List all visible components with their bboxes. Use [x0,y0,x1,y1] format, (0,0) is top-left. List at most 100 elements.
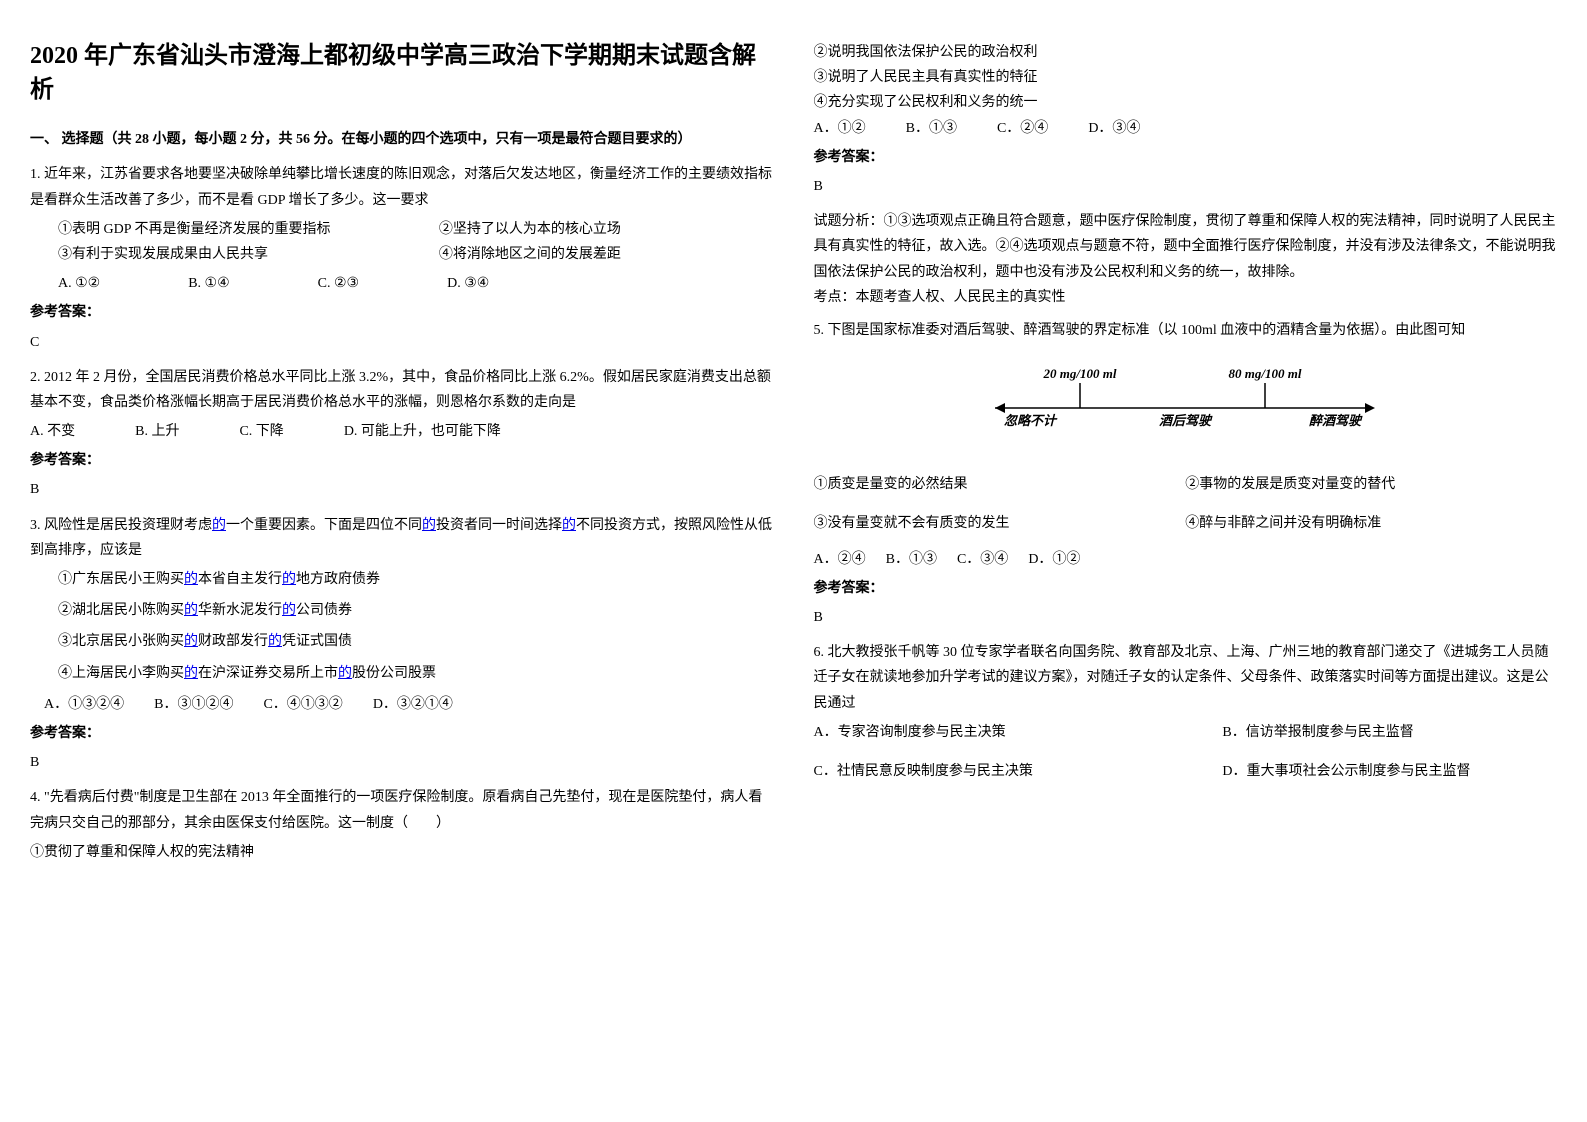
q2-choice-d: D. 可能上升，也可能下降 [344,419,501,444]
question-1-choices: A. ①② B. ①④ C. ②③ D. ③④ [30,271,774,296]
q3-s3-b: 财政部发行 [198,634,268,649]
q3-text-p1: 3. 风险性是居民投资理财考虑 [30,518,212,533]
q3-choice-c: C．④①③② [263,692,342,717]
q2-choice-c: C. 下降 [239,419,283,444]
q2-answer-label: 参考答案： [30,448,774,473]
q4-answer: B [814,174,1558,199]
q4-stmt-3: ③说明了人民民主具有真实性的特征 [814,65,1558,90]
q3-s2-b: 华新水泥发行 [198,603,282,618]
q4-stmt-4: ④充分实现了公民权利和义务的统一 [814,90,1558,115]
q3-link-2: 的 [422,518,436,533]
q3-link-1: 的 [212,518,226,533]
question-5-text: 5. 下图是国家标准委对酒后驾驶、醉酒驾驶的界定标准（以 100ml 血液中的酒… [814,318,1558,343]
q5-stmt-1: ①质变是量变的必然结果 [814,472,1186,497]
q1-answer-label: 参考答案： [30,300,774,325]
q3-s1-l2: 的 [282,572,296,587]
question-1-statements: ①表明 GDP 不再是衡量经济发展的重要指标 ②坚持了以人为本的核心立场 ③有利… [30,217,774,267]
q4-stmt-1: ①贯彻了尊重和保障人权的宪法精神 [30,840,774,865]
diagram-seg-2: 酒后驾驶 [1159,413,1213,428]
q6-choice-a: A．专家咨询制度参与民主决策 [814,720,1223,745]
question-6-choices: A．专家咨询制度参与民主决策 B．信访举报制度参与民主监督 C．社情民意反映制度… [814,720,1558,784]
q3-answer-label: 参考答案： [30,721,774,746]
q2-answer: B [30,477,774,502]
q6-choice-c: C．社情民意反映制度参与民主决策 [814,759,1223,784]
question-6-text: 6. 北大教授张千帆等 30 位专家学者联名向国务院、教育部及北京、上海、广州三… [814,640,1558,716]
question-3-choices: A．①③②④ B．③①②④ C．④①③② D．③②①④ [44,692,774,717]
q1-stmt-2: ②坚持了以人为本的核心立场 [439,217,774,242]
question-1-text: 1. 近年来，江苏省要求各地要坚决破除单纯攀比增长速度的陈旧观念，对落后欠发达地… [30,162,774,212]
right-column: ②说明我国依法保护公民的政治权利 ③说明了人民民主具有真实性的特征 ④充分实现了… [814,40,1558,873]
q2-choice-a: A. 不变 [30,419,75,444]
q2-choice-b: B. 上升 [135,419,179,444]
q3-choice-b: B．③①②④ [154,692,233,717]
q3-text-p3: 投资者同一时间选择 [436,518,562,533]
question-3-text: 3. 风险性是居民投资理财考虑的一个重要因素。下面是四位不同的投资者同一时间选择… [30,513,774,563]
document-title: 2020 年广东省汕头市澄海上都初级中学高三政治下学期期末试题含解析 [30,40,774,107]
diagram-seg-3: 醉酒驾驶 [1309,413,1363,428]
q5-choice-a: A．②④ [814,547,866,572]
question-5-choices: A．②④ B．①③ C．③④ D．①② [814,547,1558,572]
q3-s1-c: 地方政府债券 [296,572,380,587]
q3-s1-l1: 的 [184,572,198,587]
q3-s4-l1: 的 [184,666,198,681]
q4-stmt-2: ②说明我国依法保护公民的政治权利 [814,40,1558,65]
q3-s4-b: 在沪深证券交易所上市 [198,666,338,681]
question-1: 1. 近年来，江苏省要求各地要坚决破除单纯攀比增长速度的陈旧观念，对落后欠发达地… [30,162,774,354]
q4-answer-label: 参考答案： [814,145,1558,170]
q3-s2-l2: 的 [282,603,296,618]
q4-choice-d: D．③④ [1088,116,1140,141]
q3-choice-a: A．①③②④ [44,692,124,717]
q3-s2-l1: 的 [184,603,198,618]
question-2-choices: A. 不变 B. 上升 C. 下降 D. 可能上升，也可能下降 [30,419,774,444]
question-4-part1: 4. "先看病后付费"制度是卫生部在 2013 年全面推行的一项医疗保险制度。原… [30,785,774,865]
q3-s4-a: ④上海居民小李购买 [58,666,184,681]
q3-stmt-2: ②湖北居民小陈购买的华新水泥发行的公司债券 [58,598,774,623]
arrow-left-icon [995,403,1005,413]
q3-s3-a: ③北京居民小张购买 [58,634,184,649]
question-4-text: 4. "先看病后付费"制度是卫生部在 2013 年全面推行的一项医疗保险制度。原… [30,785,774,835]
question-4-choices: A．①② B．①③ C．②④ D．③④ [814,116,1558,141]
q5-diagram: 20 mg/100 ml 80 mg/100 ml 忽略不计 酒后驾驶 醉酒驾驶 [985,363,1385,452]
q4-choice-a: A．①② [814,116,866,141]
q1-choice-a: A. ①② [30,271,100,296]
diagram-seg-1: 忽略不计 [1004,413,1058,428]
question-5: 5. 下图是国家标准委对酒后驾驶、醉酒驾驶的界定标准（以 100ml 血液中的酒… [814,318,1558,630]
q4-choice-c: C．②④ [997,116,1048,141]
q3-choice-d: D．③②①④ [373,692,453,717]
q4-analysis: 试题分析：①③选项观点正确且符合题意，题中医疗保险制度，贯彻了尊重和保障人权的宪… [814,209,1558,285]
q3-s3-l2: 的 [268,634,282,649]
q3-s1-b: 本省自主发行 [198,572,282,587]
arrow-right-icon [1365,403,1375,413]
q5-choice-b: B．①③ [886,547,937,572]
q4-kaodian: 考点：本题考查人权、人民民主的真实性 [814,285,1558,310]
q1-answer: C [30,330,774,355]
q3-stmt-1: ①广东居民小王购买的本省自主发行的地方政府债券 [58,567,774,592]
q5-choice-d: D．①② [1028,547,1080,572]
q5-answer: B [814,605,1558,630]
question-6: 6. 北大教授张千帆等 30 位专家学者联名向国务院、教育部及北京、上海、广州三… [814,640,1558,784]
q1-stmt-3: ③有利于实现发展成果由人民共享 [30,242,439,267]
left-column: 2020 年广东省汕头市澄海上都初级中学高三政治下学期期末试题含解析 一、 选择… [30,40,774,873]
number-line-diagram: 20 mg/100 ml 80 mg/100 ml 忽略不计 酒后驾驶 醉酒驾驶 [985,363,1385,443]
diagram-label-1: 20 mg/100 ml [1043,366,1117,381]
q3-s3-c: 凭证式国债 [282,634,352,649]
question-4-part2: ②说明我国依法保护公民的政治权利 ③说明了人民民主具有真实性的特征 ④充分实现了… [814,40,1558,310]
q6-choice-d: D．重大事项社会公示制度参与民主监督 [1222,759,1557,784]
diagram-label-2: 80 mg/100 ml [1229,366,1302,381]
question-3: 3. 风险性是居民投资理财考虑的一个重要因素。下面是四位不同的投资者同一时间选择… [30,513,774,776]
q5-stmt-4: ④醉与非醉之间并没有明确标准 [1185,511,1557,536]
question-2-text: 2. 2012 年 2 月份，全国居民消费价格总水平同比上涨 3.2%，其中，食… [30,365,774,415]
q5-answer-label: 参考答案： [814,576,1558,601]
q3-answer: B [30,750,774,775]
q3-s4-c: 股份公司股票 [352,666,436,681]
q3-text-p2: 一个重要因素。下面是四位不同 [226,518,422,533]
q5-stmt-2: ②事物的发展是质变对量变的替代 [1185,472,1557,497]
page-container: 2020 年广东省汕头市澄海上都初级中学高三政治下学期期末试题含解析 一、 选择… [30,40,1557,873]
q5-stmt-3: ③没有量变就不会有质变的发生 [814,511,1186,536]
q3-link-3: 的 [562,518,576,533]
section-1-header: 一、 选择题（共 28 小题，每小题 2 分，共 56 分。在每小题的四个选项中… [30,127,774,152]
q3-stmt-4: ④上海居民小李购买的在沪深证券交易所上市的股份公司股票 [58,661,774,686]
q4-analysis-text: ①③选项观点正确且符合题意，题中医疗保险制度，贯彻了尊重和保障人权的宪法精神，同… [814,214,1556,279]
q6-choice-b: B．信访举报制度参与民主监督 [1222,720,1557,745]
q1-stmt-4: ④将消除地区之间的发展差距 [439,242,774,267]
